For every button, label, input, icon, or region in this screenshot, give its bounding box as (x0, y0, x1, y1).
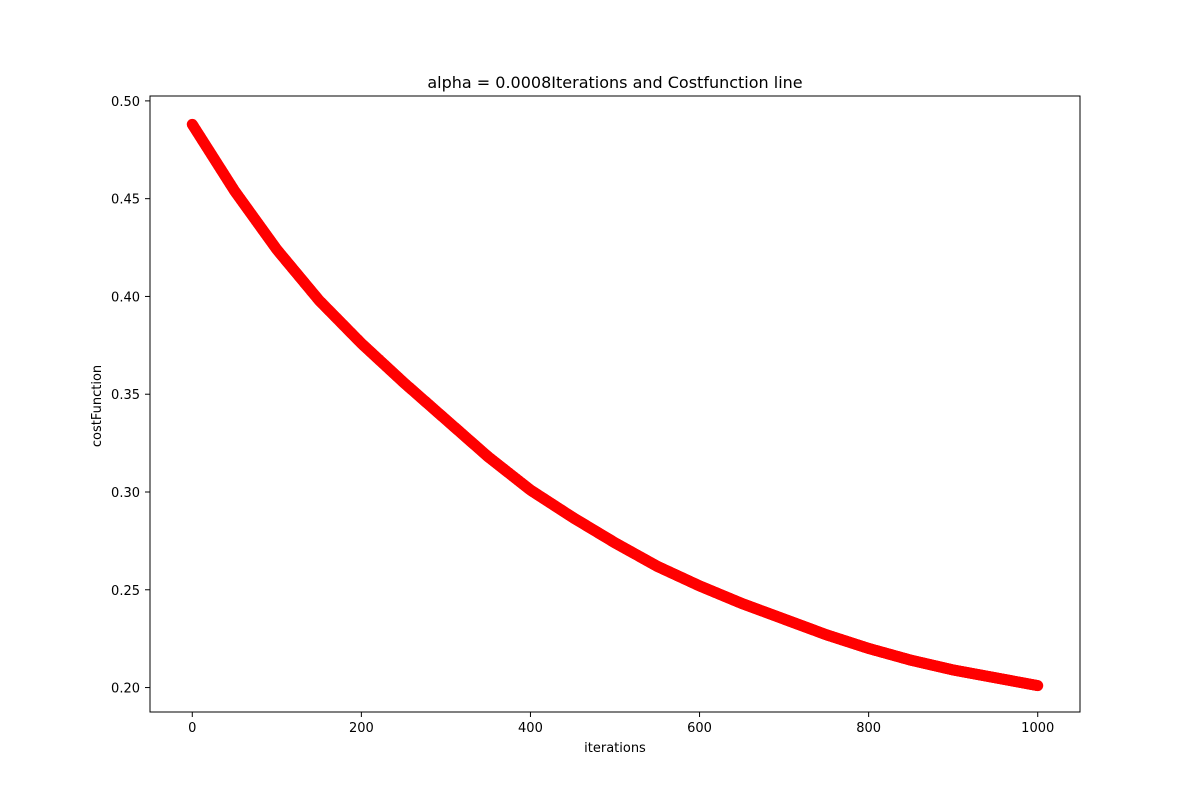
y-axis: 0.20 0.25 0.30 0.35 0.40 0.45 0.50 (111, 95, 150, 697)
x-tick-label: 400 (518, 721, 543, 736)
y-tick-label: 0.25 (111, 584, 140, 599)
data-marker (1031, 679, 1043, 691)
chart-title: alpha = 0.0008Iterations and Costfunctio… (427, 73, 802, 92)
y-tick-label: 0.40 (111, 290, 140, 305)
y-tick-label: 0.30 (111, 486, 140, 501)
x-tick-label: 200 (349, 721, 374, 736)
y-tick-label: 0.50 (111, 95, 140, 110)
y-tick-label: 0.20 (111, 682, 140, 697)
x-tick-label: 0 (188, 721, 196, 736)
x-tick-label: 600 (687, 721, 712, 736)
series-layer (186, 118, 1044, 692)
plot-area (149, 95, 1081, 713)
x-axis: 0 200 400 600 800 1000 (188, 712, 1054, 736)
series-costFunction (186, 118, 1044, 692)
y-tick-label: 0.35 (111, 388, 140, 403)
x-tick-label: 1000 (1021, 721, 1054, 736)
y-axis-label: costFunction (90, 365, 105, 447)
y-tick-label: 0.45 (111, 193, 140, 208)
x-axis-label: iterations (584, 741, 646, 756)
x-tick-label: 800 (856, 721, 881, 736)
plot-frame (149, 95, 1081, 713)
